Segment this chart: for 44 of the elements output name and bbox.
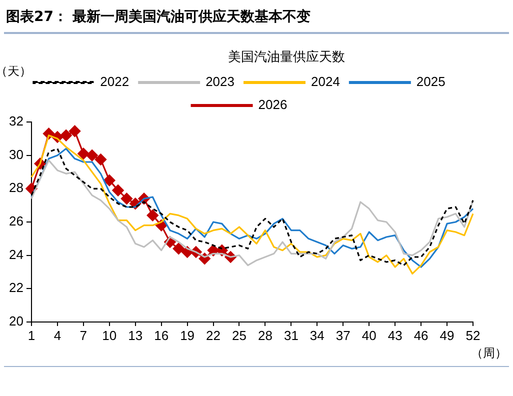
x-axis-title: （周） <box>471 346 507 360</box>
chart-title: 图表27： 最新一周美国汽油可供应天数基本不变 <box>4 4 509 34</box>
point <box>172 242 184 254</box>
x-tick-label: 46 <box>414 328 428 344</box>
point <box>60 130 72 142</box>
chart-subtitle: 美国汽油量供应天数 <box>227 49 346 66</box>
x-tick-label: 49 <box>440 328 454 344</box>
point <box>112 184 124 196</box>
x-tick-label: 28 <box>258 328 272 344</box>
x-tick-label: 52 <box>466 328 480 344</box>
legend-label: 2025 <box>416 74 446 90</box>
x-tick-label: 10 <box>102 328 117 344</box>
point <box>68 125 81 137</box>
point <box>86 150 98 162</box>
y-tick-label: 30 <box>8 146 24 162</box>
x-tick-label: 4 <box>54 328 62 344</box>
y-tick-label: 20 <box>8 314 24 329</box>
x-tick-label: 19 <box>180 328 195 344</box>
x-tick-label: 25 <box>232 328 246 344</box>
y-tick-label: 22 <box>8 280 24 296</box>
x-tick-label: 40 <box>362 328 376 344</box>
x-tick-label: 13 <box>128 328 143 344</box>
legend-label: 2026 <box>258 97 288 112</box>
x-tick-label: 43 <box>388 328 402 344</box>
point <box>120 192 132 204</box>
point <box>94 154 107 166</box>
x-tick-label: 37 <box>336 328 350 344</box>
y-tick-label: 28 <box>8 180 24 196</box>
legend-label: 2023 <box>206 74 234 90</box>
x-tick-label: 31 <box>284 328 298 344</box>
x-tick-label: 16 <box>154 328 169 344</box>
point <box>78 148 90 160</box>
y-tick-label: 32 <box>8 114 24 129</box>
y-axis-title: （天） <box>0 64 32 78</box>
x-tick-label: 7 <box>80 328 88 344</box>
x-tick-label: 1 <box>28 328 36 344</box>
legend-label: 2022 <box>100 74 130 90</box>
y-tick-label: 26 <box>8 214 24 229</box>
y-tick-label: 24 <box>8 246 24 262</box>
x-tick-label: 22 <box>206 328 221 344</box>
legend-label: 2024 <box>311 74 340 90</box>
x-tick-label: 34 <box>310 328 324 344</box>
point <box>146 210 158 222</box>
point <box>104 174 116 186</box>
